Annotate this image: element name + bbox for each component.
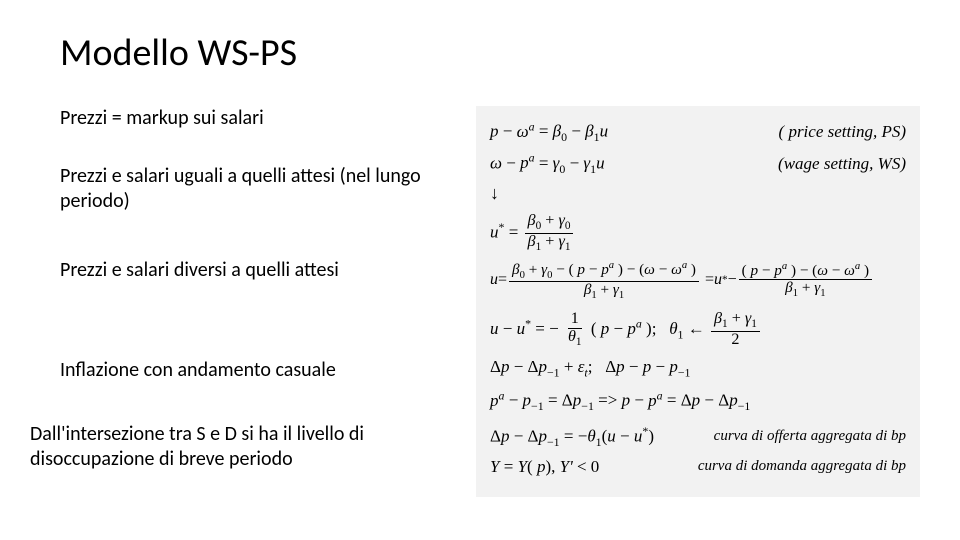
left-column: Prezzi = markup sui salari Prezzi e sala… (60, 106, 460, 506)
label-ps: ( price setting, PS) (761, 120, 906, 144)
eq-ad: Y = Y( p), Y' < 0 curva di domanda aggre… (490, 455, 906, 479)
eq-ws: ω − pa = γ0 − γ1u (wage setting, WS) (490, 150, 906, 178)
para-1: Prezzi = markup sui salari (60, 106, 264, 131)
equation-panel: p − ωa = β0 − β1u ( price setting, PS) ω… (476, 106, 920, 497)
slide-title: Modello WS-PS (60, 30, 920, 76)
eq-dp: Δp − Δp−1 + εt; Δp − p − p−1 (490, 355, 906, 381)
label-as: curva di offerta aggregata di bp (696, 426, 906, 447)
para-4: Inflazione con andamento casuale (60, 358, 336, 383)
para-5: Dall'intersezione tra S e D si ha il liv… (30, 422, 460, 472)
right-column: p − ωa = β0 − β1u ( price setting, PS) ω… (476, 106, 920, 506)
eq-u-wide: u = β0 + γ0 − ( p − pa ) − (ω − ωa )β1 +… (490, 260, 906, 301)
label-ad: curva di domanda aggregata di bp (680, 456, 906, 477)
para-2: Prezzi e salari uguali a quelli attesi (… (60, 164, 460, 214)
eq-as: Δp − Δp−1 = −θ1(u − u*) curva di offerta… (490, 423, 906, 451)
arrow-icon: ↓ (490, 181, 906, 206)
eq-ps: p − ωa = β0 − β1u ( price setting, PS) (490, 118, 906, 146)
label-ws: (wage setting, WS) (760, 152, 906, 176)
eq-ustar: u* = β0 + γ0β1 + γ1 (490, 213, 906, 254)
para-3: Prezzi e salari diversi a quelli attesi (60, 258, 339, 283)
eq-theta: u − u* = − 1θ1 ( p − pa ); θ1 ← β1 + γ12 (490, 311, 906, 349)
eq-pa: pa − p−1 = Δp−1 => p − pa = Δp − Δp−1 (490, 387, 906, 415)
